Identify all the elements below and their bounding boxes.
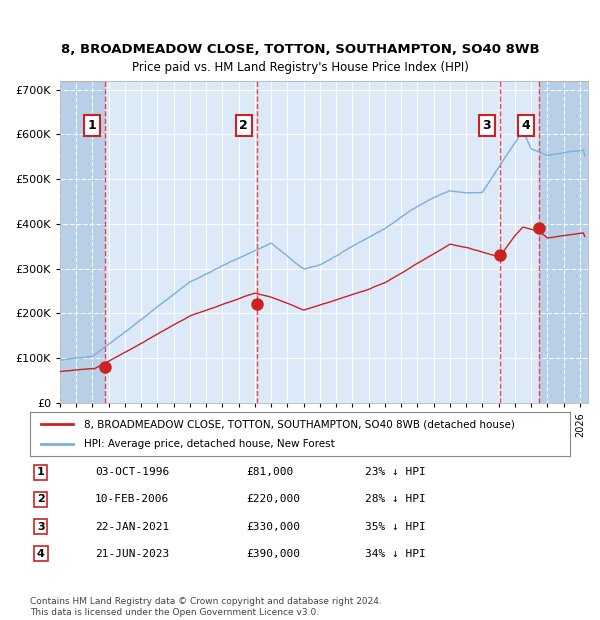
Text: Contains HM Land Registry data © Crown copyright and database right 2024.
This d: Contains HM Land Registry data © Crown c…: [30, 598, 382, 617]
Text: 21-JUN-2023: 21-JUN-2023: [95, 549, 169, 559]
Bar: [60, 81, 104, 403]
Text: 22-JAN-2021: 22-JAN-2021: [95, 521, 169, 531]
Text: 8, BROADMEADOW CLOSE, TOTTON, SOUTHAMPTON, SO40 8WB (detached house): 8, BROADMEADOW CLOSE, TOTTON, SOUTHAMPTO…: [84, 420, 515, 430]
Bar: [60, 81, 104, 403]
Bar: [539, 81, 588, 403]
Text: 34% ↓ HPI: 34% ↓ HPI: [365, 549, 425, 559]
Text: 03-OCT-1996: 03-OCT-1996: [95, 467, 169, 477]
Text: 1: 1: [88, 119, 96, 132]
Text: HPI: Average price, detached house, New Forest: HPI: Average price, detached house, New …: [84, 438, 335, 448]
Text: 2: 2: [239, 119, 248, 132]
Bar: [539, 81, 588, 403]
Text: 1: 1: [37, 467, 44, 477]
Text: 10-FEB-2006: 10-FEB-2006: [95, 494, 169, 505]
Text: £220,000: £220,000: [246, 494, 300, 505]
Text: £330,000: £330,000: [246, 521, 300, 531]
Text: 4: 4: [37, 549, 45, 559]
Text: £81,000: £81,000: [246, 467, 293, 477]
Text: 28% ↓ HPI: 28% ↓ HPI: [365, 494, 425, 505]
Text: 2: 2: [37, 494, 44, 505]
Text: 8, BROADMEADOW CLOSE, TOTTON, SOUTHAMPTON, SO40 8WB: 8, BROADMEADOW CLOSE, TOTTON, SOUTHAMPTO…: [61, 43, 539, 56]
Text: £390,000: £390,000: [246, 549, 300, 559]
Text: 3: 3: [37, 521, 44, 531]
Text: 3: 3: [482, 119, 491, 132]
Text: 35% ↓ HPI: 35% ↓ HPI: [365, 521, 425, 531]
Text: 23% ↓ HPI: 23% ↓ HPI: [365, 467, 425, 477]
Text: Price paid vs. HM Land Registry's House Price Index (HPI): Price paid vs. HM Land Registry's House …: [131, 61, 469, 74]
Text: 4: 4: [521, 119, 530, 132]
